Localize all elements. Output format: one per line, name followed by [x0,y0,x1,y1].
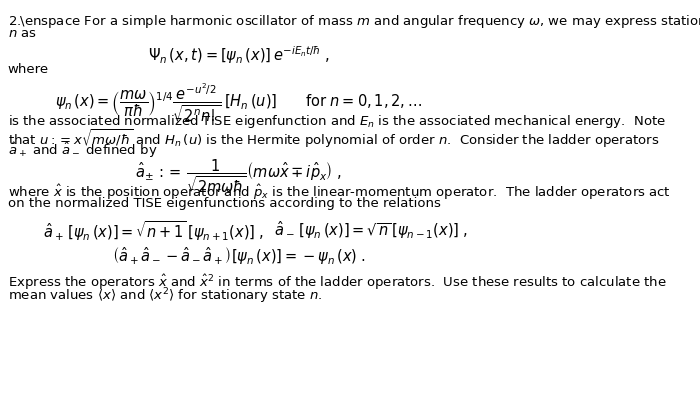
Text: that $u:=x\sqrt{m\omega/\hbar}$ and $H_n\,(u)$ is the Hermite polynomial of orde: that $u:=x\sqrt{m\omega/\hbar}$ and $H_n… [8,127,659,150]
Text: $\hat{a}_+\,[\psi_n\,(x)] = \sqrt{n+1}\,[\psi_{n+1}(x)]\;,$: $\hat{a}_+\,[\psi_n\,(x)] = \sqrt{n+1}\,… [43,219,263,242]
Text: 2.\enspace For a simple harmonic oscillator of mass $m$ and angular frequency $\: 2.\enspace For a simple harmonic oscilla… [8,12,700,30]
Text: mean values $\langle x\rangle$ and $\langle x^2\rangle$ for stationary state $n$: mean values $\langle x\rangle$ and $\lan… [8,286,322,306]
Text: Express the operators $\hat{x}$ and $\hat{x}^2$ in terms of the ladder operators: Express the operators $\hat{x}$ and $\ha… [8,272,666,291]
Text: $\Psi_n\,(x,t) = [\psi_n\,(x)]\,e^{-iE_n t/\hbar}\;,$: $\Psi_n\,(x,t) = [\psi_n\,(x)]\,e^{-iE_n… [148,44,330,66]
Text: where $\hat{x}$ is the position operator and $\hat{p}_x$ is the linear-momentum : where $\hat{x}$ is the position operator… [8,182,671,202]
Text: $n$ as: $n$ as [8,27,36,40]
Text: $\hat{a}_-\,[\psi_n\,(x)] = \sqrt{n}\,[\psi_{n-1}(x)]\;,$: $\hat{a}_-\,[\psi_n\,(x)] = \sqrt{n}\,[\… [274,219,468,240]
Text: $\psi_n\,(x) = \left(\dfrac{m\omega}{\pi\hbar}\right)^{1/4} \dfrac{e^{-u^2/2}}{\: $\psi_n\,(x) = \left(\dfrac{m\omega}{\pi… [55,81,422,123]
Text: on the normalized TISE eigenfunctions according to the relations: on the normalized TISE eigenfunctions ac… [8,196,440,209]
Text: $\hat{a}_+$ and $\hat{a}_-$ defined by: $\hat{a}_+$ and $\hat{a}_-$ defined by [8,141,157,160]
Text: is the associated normalized TISE eigenfunction and $E_n$ is the associated mech: is the associated normalized TISE eigenf… [8,113,666,130]
Text: where: where [8,63,49,76]
Text: $\left(\hat{a}_+\hat{a}_- - \hat{a}_-\hat{a}_+\right)[\psi_n\,(x)] = -\psi_n\,(x: $\left(\hat{a}_+\hat{a}_- - \hat{a}_-\ha… [112,244,365,266]
Text: $\hat{a}_{\pm}\,:=\,\dfrac{1}{\sqrt{2m\omega\hbar}}\left(m\omega\hat{x}\mp i\hat: $\hat{a}_{\pm}\,:=\,\dfrac{1}{\sqrt{2m\o… [135,158,342,195]
